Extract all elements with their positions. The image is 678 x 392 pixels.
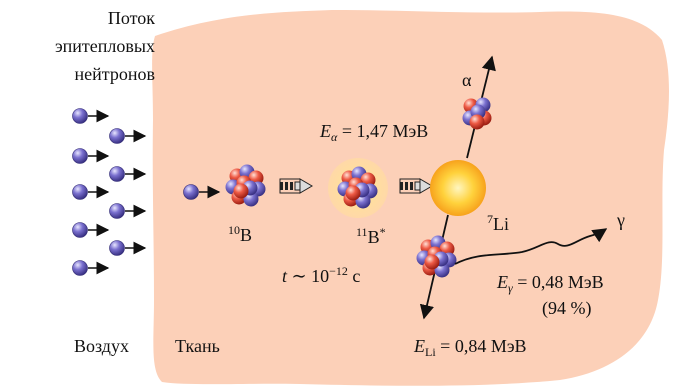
b11-symbol: B	[367, 227, 380, 247]
gamma-label: γ	[617, 210, 625, 230]
time-label: t ∼ 10−12 с	[282, 264, 361, 287]
e-li-label: ELi = 0,84 МэВ	[414, 336, 527, 359]
tissue-label: Ткань	[175, 336, 220, 356]
b10-label: 10B	[228, 223, 253, 246]
gamma-percent-label: (94 %)	[542, 298, 592, 318]
b11-mass-number: 11	[356, 225, 368, 239]
li7-symbol: Li	[493, 214, 509, 234]
li7-label: 7Li	[487, 212, 509, 235]
air-label: Воздух	[74, 336, 129, 356]
incoming-neutrons	[72, 108, 147, 276]
e-li-sub: Li	[425, 345, 436, 359]
e-li-var: E	[414, 336, 425, 356]
tissue-region	[152, 10, 670, 386]
e-li-value: = 0,84 МэВ	[435, 336, 527, 356]
e-gamma-label: Eγ = 0,48 МэВ	[497, 272, 604, 295]
b10-mass-number: 10	[228, 223, 240, 237]
li7-mass-number: 7	[487, 212, 493, 226]
e-alpha-value: = 1,47 МэВ	[337, 121, 429, 141]
time-exp: −12	[329, 264, 348, 278]
flux-label-line2: эпитепловых	[54, 36, 155, 56]
time-unit: с	[347, 266, 361, 286]
b11-excited-star: *	[379, 225, 386, 239]
fission-glow	[430, 160, 486, 216]
e-alpha-sub: α	[331, 130, 338, 144]
alpha-label: α	[462, 70, 472, 90]
e-gamma-value: = 0,48 МэВ	[512, 272, 604, 292]
time-var: t	[282, 266, 288, 286]
b10-symbol: B	[240, 225, 253, 245]
flux-label-line1: Поток	[107, 8, 155, 28]
e-gamma-var: E	[497, 272, 508, 292]
flux-label-line3: нейтронов	[74, 64, 155, 84]
boron-11-excited-nucleus	[328, 158, 388, 218]
captured-neutron	[183, 184, 221, 200]
b11-label: 11B*	[356, 225, 386, 248]
time-rel: ∼ 10	[287, 266, 330, 286]
gamma-track	[454, 228, 608, 265]
e-alpha-var: E	[320, 121, 331, 141]
e-gamma-sub: γ	[508, 281, 513, 295]
alpha-particle	[462, 97, 492, 130]
e-alpha-label: Eα = 1,47 МэВ	[320, 121, 429, 144]
